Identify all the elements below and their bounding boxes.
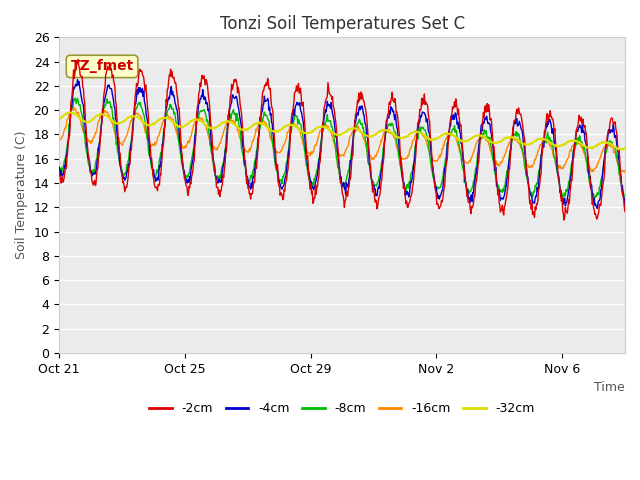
Text: TZ_fmet: TZ_fmet <box>70 60 134 73</box>
X-axis label: Time: Time <box>595 381 625 394</box>
Y-axis label: Soil Temperature (C): Soil Temperature (C) <box>15 131 28 259</box>
Title: Tonzi Soil Temperatures Set C: Tonzi Soil Temperatures Set C <box>220 15 465 33</box>
Legend: -2cm, -4cm, -8cm, -16cm, -32cm: -2cm, -4cm, -8cm, -16cm, -32cm <box>144 397 540 420</box>
